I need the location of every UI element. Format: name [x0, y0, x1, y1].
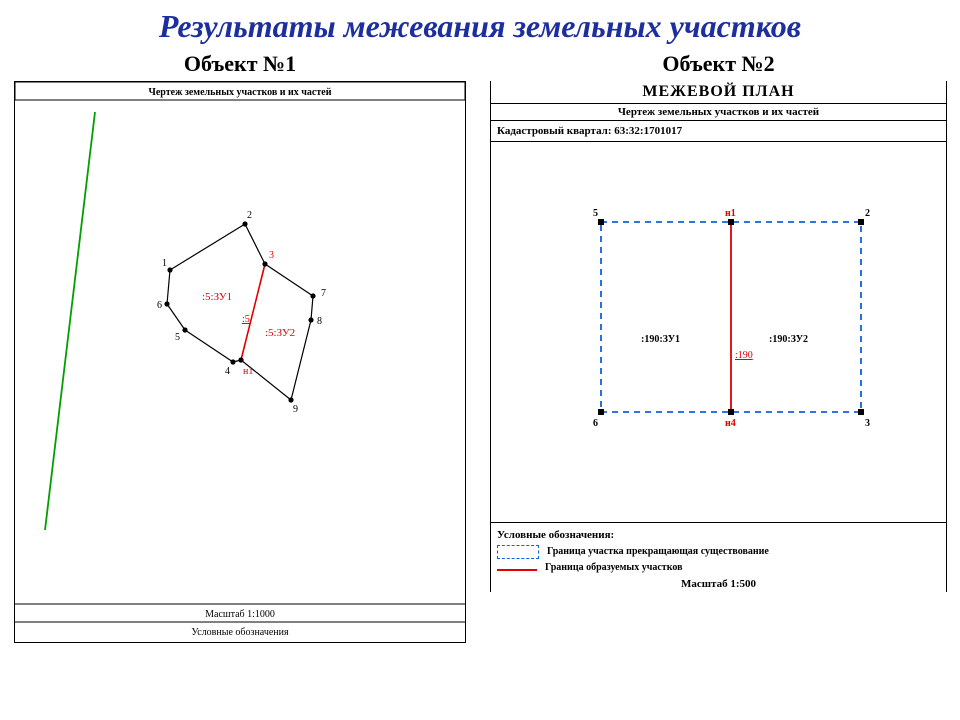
- svg-text:8: 8: [317, 316, 322, 327]
- svg-text:н1: н1: [725, 208, 736, 219]
- svg-text::5: :5: [242, 314, 250, 325]
- object-2-panel: МЕЖЕВОЙ ПЛАН Чертеж земельных участков и…: [490, 81, 947, 592]
- object-2: Объект №2 МЕЖЕВОЙ ПЛАН Чертеж земельных …: [490, 49, 947, 643]
- svg-text:3: 3: [269, 250, 274, 261]
- svg-text::190: :190: [735, 350, 753, 361]
- svg-text:2: 2: [865, 208, 870, 219]
- panel-2-kadastr: Кадастровый квартал: 63:32:1701017: [491, 121, 946, 142]
- svg-text:5: 5: [175, 332, 180, 343]
- svg-text::190:ЗУ2: :190:ЗУ2: [769, 334, 808, 345]
- object-2-heading: Объект №2: [662, 51, 774, 77]
- legend-title: Условные обозначения:: [497, 529, 940, 541]
- svg-text::5:ЗУ1: :5:ЗУ1: [202, 291, 232, 303]
- svg-text:5: 5: [593, 208, 598, 219]
- page-title: Результаты межевания земельных участков: [0, 0, 960, 49]
- object-1-panel: Чертеж земельных участков и их частей 1 2…: [14, 81, 466, 643]
- legend-row-solid: Граница образуемых участков: [497, 562, 940, 573]
- svg-text:н1: н1: [243, 366, 253, 377]
- legend-text-1: Граница участка прекращающая существован…: [547, 546, 769, 557]
- panel-2-subtitle: Чертеж земельных участков и их частей: [491, 104, 946, 121]
- panel-1-legend-label: Условные обозначения: [191, 627, 289, 638]
- svg-text::5:ЗУ2: :5:ЗУ2: [265, 327, 295, 339]
- panel-1-scale: Масштаб 1:1000: [205, 609, 275, 620]
- svg-text::190:ЗУ1: :190:ЗУ1: [641, 334, 680, 345]
- svg-text:6: 6: [157, 300, 162, 311]
- svg-text:1: 1: [162, 258, 167, 269]
- panel-2-drawing: 5 н1 2 6 н4 3 :190:ЗУ1 :190:ЗУ2 :190: [491, 142, 946, 523]
- legend-text-2: Граница образуемых участков: [545, 562, 682, 573]
- svg-text:9: 9: [293, 404, 298, 415]
- panel-2-doc-title: МЕЖЕВОЙ ПЛАН: [491, 81, 946, 104]
- svg-text:7: 7: [321, 288, 326, 299]
- svg-text:н4: н4: [725, 418, 736, 429]
- legend-swatch-dashed: [497, 545, 539, 559]
- panel-2-legend: Условные обозначения: Граница участка пр…: [491, 523, 946, 592]
- svg-text:6: 6: [593, 418, 598, 429]
- svg-text:2: 2: [247, 210, 252, 221]
- panel-1-title: Чертеж земельных участков и их частей: [149, 87, 332, 98]
- object-1: Объект №1 Чертеж земельных участков и их…: [14, 49, 466, 643]
- svg-text:3: 3: [865, 418, 870, 429]
- object-1-heading: Объект №1: [184, 51, 296, 77]
- svg-text:4: 4: [225, 366, 230, 377]
- legend-swatch-solid: [497, 569, 537, 571]
- content-row: Объект №1 Чертеж земельных участков и их…: [0, 49, 960, 643]
- panel-1-drawing: 1 2 6 5 4 н1 9 8 7 3 :5:ЗУ1 :5 :5:ЗУ2: [45, 112, 326, 530]
- legend-row-dashed: Граница участка прекращающая существован…: [497, 545, 940, 559]
- panel-2-scale: Масштаб 1:500: [497, 576, 940, 590]
